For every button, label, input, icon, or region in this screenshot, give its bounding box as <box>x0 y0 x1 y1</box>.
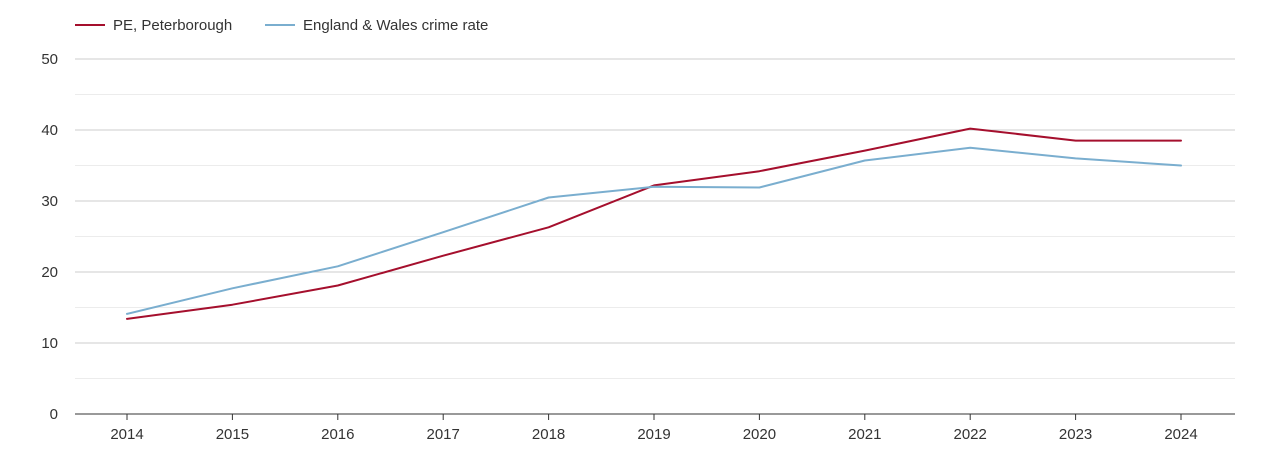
x-tick-label: 2024 <box>1164 426 1197 443</box>
series-layer <box>126 127 1182 320</box>
y-tick-label: 50 <box>41 51 58 68</box>
x-tick-label: 2019 <box>637 426 670 443</box>
y-tick-label: 0 <box>50 406 58 423</box>
legend-item-1[interactable]: England & Wales crime rate <box>265 17 488 34</box>
x-tick-label: 2023 <box>1059 426 1092 443</box>
x-tick-label: 2020 <box>743 426 776 443</box>
grid-layer <box>75 58 1235 379</box>
x-tick-label: 2017 <box>427 426 460 443</box>
y-tick-label: 40 <box>41 122 58 139</box>
x-tick-label: 2022 <box>954 426 987 443</box>
legend-label: PE, Peterborough <box>113 17 232 34</box>
x-tick-label: 2018 <box>532 426 565 443</box>
legend-label: England & Wales crime rate <box>303 17 488 34</box>
y-tick-label: 10 <box>41 335 58 352</box>
y-tick-label: 30 <box>41 193 58 210</box>
x-tick-label: 2015 <box>216 426 249 443</box>
legend: PE, Peterborough England & Wales crime ra… <box>75 17 488 34</box>
axis-layer: 0 10 20 30 40 50 2014 2015 2016 2017 2018 2019 2020 2… <box>41 51 1235 443</box>
y-tick-label: 20 <box>41 264 58 281</box>
x-tick-label: 2021 <box>848 426 881 443</box>
x-tick-label: 2014 <box>110 426 143 443</box>
series-line-1 <box>126 146 1182 315</box>
x-tick-label: 2016 <box>321 426 354 443</box>
legend-item-0[interactable]: PE, Peterborough <box>75 17 232 34</box>
series-line-0 <box>126 127 1182 320</box>
